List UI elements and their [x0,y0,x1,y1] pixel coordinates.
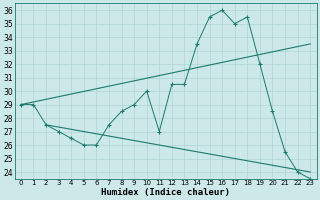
X-axis label: Humidex (Indice chaleur): Humidex (Indice chaleur) [101,188,230,197]
